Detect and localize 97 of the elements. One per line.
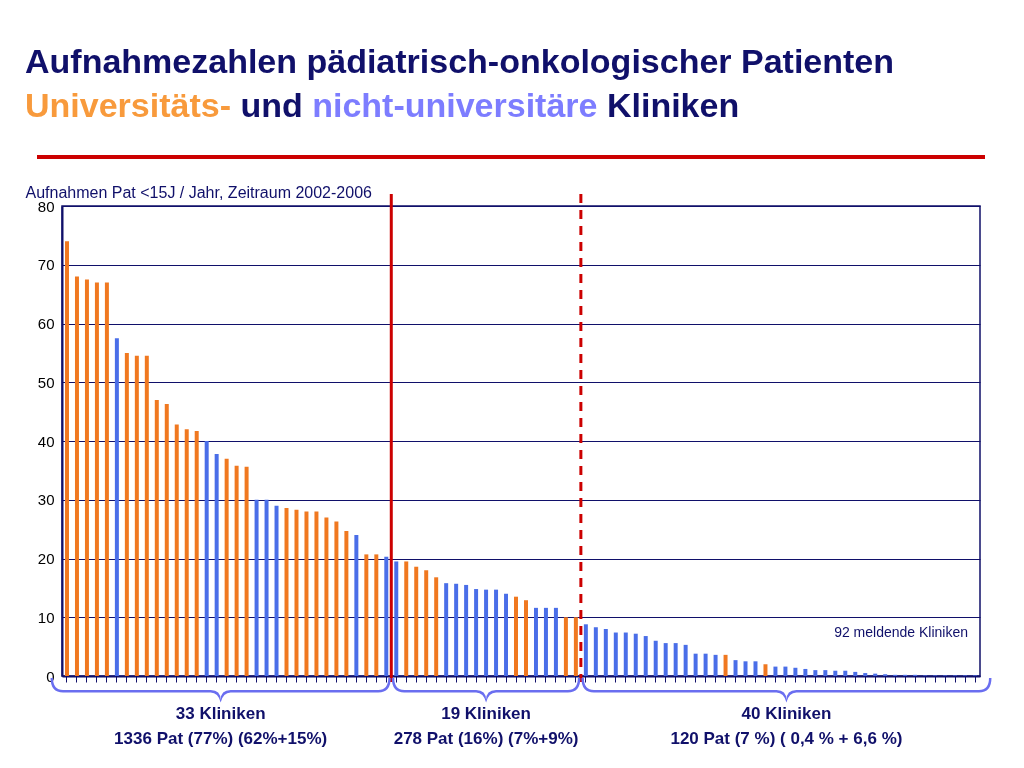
bar bbox=[743, 661, 748, 676]
bar bbox=[523, 600, 528, 676]
bar bbox=[853, 671, 858, 676]
y-tick-label: 20 bbox=[37, 550, 55, 567]
bar bbox=[244, 466, 249, 676]
bar bbox=[773, 666, 778, 676]
bar bbox=[444, 583, 449, 676]
bar bbox=[124, 352, 129, 676]
bar bbox=[803, 668, 808, 676]
bar bbox=[583, 624, 588, 676]
bar bbox=[174, 424, 179, 676]
bar bbox=[494, 589, 499, 676]
annotation: 92 meldende Kliniken bbox=[834, 624, 968, 640]
bar bbox=[214, 453, 219, 676]
bar bbox=[753, 661, 758, 676]
bar bbox=[593, 627, 598, 676]
bar bbox=[384, 556, 389, 676]
bar bbox=[144, 355, 149, 676]
bar bbox=[713, 654, 718, 676]
bar bbox=[783, 666, 788, 676]
text: 278 Pat (16%) (7%+9%) bbox=[393, 729, 579, 749]
bar bbox=[563, 617, 568, 676]
bar bbox=[434, 577, 439, 676]
bar bbox=[154, 399, 159, 676]
chart-title: Aufnahmezahlen pädiatrisch-onkologischer Patienten bbox=[25, 42, 895, 81]
bar bbox=[733, 660, 738, 676]
bar bbox=[324, 517, 329, 676]
bar bbox=[374, 554, 379, 676]
bar bbox=[104, 282, 109, 676]
bar bbox=[514, 596, 519, 676]
bar bbox=[843, 670, 848, 676]
bar bbox=[224, 458, 229, 676]
bar bbox=[394, 561, 399, 676]
text: 120 Pat (7 %) ( 0,4 % + 6,6 %) bbox=[670, 729, 903, 749]
bar bbox=[474, 589, 479, 676]
y-tick-label: 10 bbox=[37, 608, 55, 626]
bar bbox=[464, 584, 469, 676]
bar bbox=[114, 338, 119, 676]
bar bbox=[683, 644, 688, 676]
bar bbox=[623, 632, 628, 676]
bar bbox=[134, 355, 139, 676]
y-tick-label: 70 bbox=[37, 256, 55, 274]
y-tick-label: 50 bbox=[37, 373, 55, 391]
bar bbox=[793, 667, 798, 676]
bar bbox=[673, 643, 678, 676]
bar bbox=[354, 535, 359, 676]
bar bbox=[414, 566, 419, 676]
chart-subtitle: Universitäts- und nicht-universitäre Kliniken bbox=[25, 86, 740, 124]
bar bbox=[643, 636, 648, 676]
bar bbox=[613, 632, 618, 676]
bar bbox=[254, 499, 259, 676]
text: 1336 Pat (77%) (62%+15%) bbox=[114, 729, 328, 749]
bar bbox=[274, 505, 279, 676]
bar bbox=[284, 507, 289, 676]
bar bbox=[194, 431, 199, 676]
bar bbox=[64, 241, 69, 676]
bar bbox=[454, 583, 459, 676]
bar bbox=[543, 607, 548, 676]
bar bbox=[334, 521, 339, 676]
bar bbox=[533, 607, 538, 676]
bar bbox=[424, 570, 429, 676]
text: 33 Kliniken bbox=[175, 704, 266, 724]
bar bbox=[314, 511, 319, 676]
bar bbox=[404, 561, 409, 676]
bar bbox=[603, 629, 608, 676]
bar bbox=[653, 640, 658, 676]
bar bbox=[304, 511, 309, 676]
bar bbox=[663, 643, 668, 676]
bar bbox=[164, 403, 169, 676]
bar bbox=[234, 465, 239, 676]
bar bbox=[264, 499, 269, 676]
y-tick-label: 40 bbox=[37, 432, 55, 450]
bar bbox=[84, 279, 89, 676]
bar bbox=[294, 509, 299, 676]
bar bbox=[693, 653, 698, 676]
text: 19 Kliniken bbox=[441, 704, 531, 724]
bar bbox=[184, 429, 189, 676]
bar bbox=[553, 607, 558, 676]
bar bbox=[813, 670, 818, 676]
bar bbox=[94, 282, 99, 676]
bar bbox=[833, 670, 838, 676]
bar bbox=[344, 530, 349, 676]
bar bbox=[204, 441, 209, 676]
bar bbox=[763, 664, 768, 676]
y-tick-label: 60 bbox=[37, 315, 55, 332]
y-tick-label: 30 bbox=[37, 491, 55, 509]
bar bbox=[573, 617, 578, 676]
text: 40 Kliniken bbox=[741, 704, 832, 724]
bar bbox=[484, 589, 489, 676]
bar bbox=[823, 670, 828, 676]
bar bbox=[74, 276, 79, 676]
bar bbox=[504, 593, 509, 676]
bar bbox=[863, 673, 868, 676]
bar bbox=[723, 654, 728, 676]
bar bbox=[633, 633, 638, 676]
bar bbox=[703, 653, 708, 676]
bar bbox=[364, 554, 369, 676]
